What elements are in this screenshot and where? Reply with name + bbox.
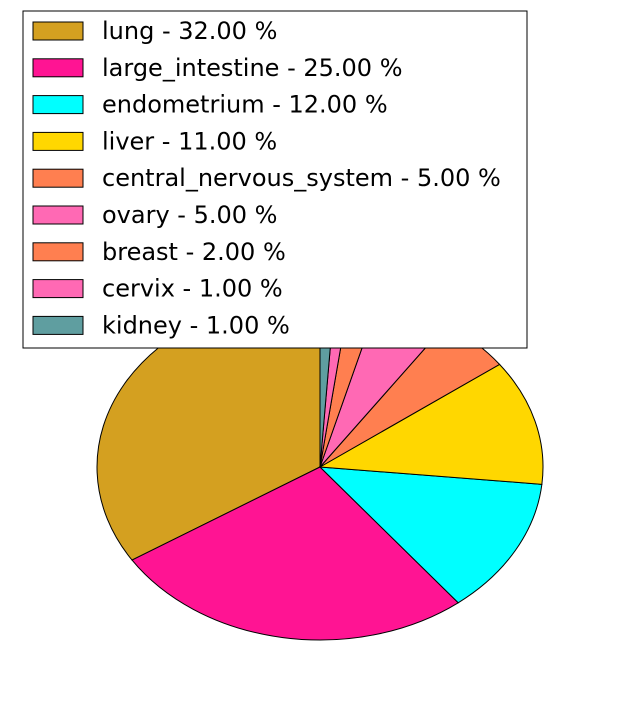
pie-slice-endometrium (318, 466, 543, 604)
legend-swatch-large-intestine (32, 58, 84, 78)
legend-swatch-breast (32, 242, 84, 262)
legend-items: lung - 32.00 % large_intestine - 25.00 % e… (32, 17, 501, 339)
legend-frame (22, 10, 528, 349)
legend-label-kidney: kidney - 1.00 % (102, 311, 290, 339)
legend-label-cervix: cervix - 1.00 % (102, 275, 283, 303)
legend-label-central-nervous-system: central_nervous_system - 5.00 % (102, 164, 501, 192)
legend-label-liver: liver - 11.00 % (102, 127, 277, 155)
legend-swatch-ovary (32, 205, 84, 225)
legend: lung - 32.00 % large_intestine - 25.00 % e… (22, 10, 528, 349)
legend-swatch-liver (32, 131, 84, 151)
legend-swatch-endometrium (32, 95, 84, 115)
legend-label-ovary: ovary - 5.00 % (102, 201, 277, 229)
legend-label-large-intestine: large_intestine - 25.00 % (102, 54, 403, 82)
legend-label-lung: lung - 32.00 % (102, 17, 277, 45)
legend-swatch-cervix (32, 279, 84, 299)
legend-swatch-kidney (32, 315, 84, 335)
legend-label-endometrium: endometrium - 12.00 % (102, 91, 388, 119)
pie-slice-large-intestine (131, 466, 460, 641)
legend-swatch-lung (32, 21, 84, 41)
pie-slice-liver (318, 363, 544, 485)
legend-label-breast: breast - 2.00 % (102, 238, 286, 266)
legend-swatch-central-nervous-system (32, 168, 84, 188)
